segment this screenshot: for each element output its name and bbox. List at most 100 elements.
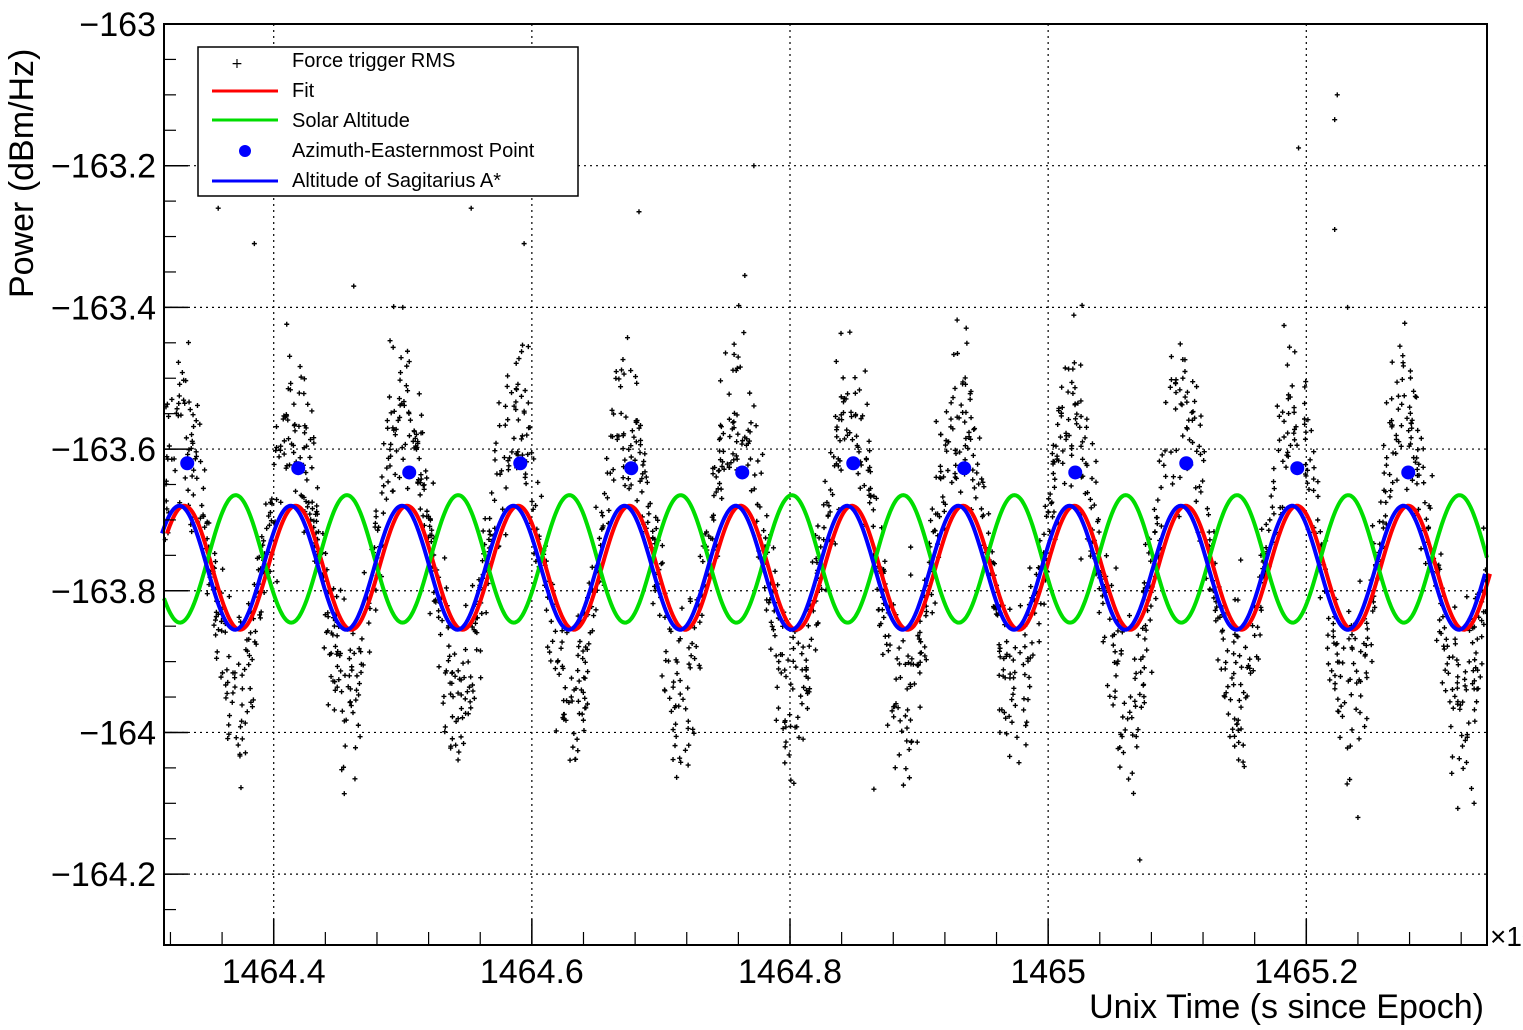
data-point — [1078, 398, 1084, 404]
data-point — [1305, 417, 1311, 423]
data-point — [442, 670, 448, 676]
data-point — [1138, 669, 1144, 675]
data-point — [331, 707, 337, 713]
data-point — [418, 472, 424, 478]
data-point — [1294, 442, 1300, 448]
data-point — [1184, 389, 1190, 395]
data-point — [1240, 759, 1246, 765]
data-point — [974, 470, 980, 476]
data-point — [1066, 366, 1072, 372]
data-point — [668, 708, 674, 714]
data-point — [1414, 466, 1420, 472]
legend-entry-sagittarius: Altitude of Sagitarius A* — [212, 170, 501, 192]
data-point — [461, 740, 467, 746]
x-axis-title: Unix Time (s since Epoch) — [1089, 988, 1484, 1026]
data-point — [577, 638, 583, 644]
data-point — [212, 559, 218, 565]
data-point — [1285, 430, 1291, 436]
data-point — [406, 359, 412, 365]
data-point — [1452, 693, 1458, 699]
data-point — [889, 708, 895, 714]
data-point — [604, 495, 610, 501]
data-point — [1109, 582, 1115, 588]
data-point — [575, 748, 581, 754]
data-point — [1204, 506, 1210, 512]
data-point — [1112, 694, 1118, 700]
data-point — [716, 467, 722, 473]
data-point — [1364, 716, 1370, 722]
data-point — [638, 437, 644, 443]
data-point — [575, 698, 581, 704]
data-point — [379, 474, 385, 480]
data-point — [1365, 635, 1371, 641]
data-point — [268, 518, 274, 524]
data-point — [213, 609, 219, 615]
data-point — [713, 474, 719, 480]
data-point — [758, 470, 764, 476]
data-point — [254, 555, 260, 561]
data-point — [1079, 439, 1085, 445]
data-point — [338, 587, 344, 593]
data-point — [507, 455, 513, 461]
data-point — [443, 585, 449, 591]
data-point — [907, 717, 913, 723]
data-point — [1117, 764, 1123, 770]
data-point — [940, 494, 946, 500]
legend-label: Altitude of Sagitarius A* — [292, 170, 501, 192]
data-point — [412, 435, 418, 441]
data-point — [798, 693, 804, 699]
data-point — [870, 507, 876, 513]
data-point — [902, 661, 908, 667]
data-point — [713, 489, 719, 495]
data-point — [185, 451, 191, 457]
data-point — [570, 744, 576, 750]
data-point — [655, 517, 661, 523]
data-point — [687, 665, 693, 671]
x-tick-label: 1465.2 — [1254, 953, 1358, 991]
data-point — [383, 496, 389, 502]
data-point — [215, 627, 221, 633]
data-point — [686, 742, 692, 748]
data-point — [325, 702, 331, 708]
data-point — [1357, 710, 1363, 716]
data-point — [1393, 451, 1399, 457]
data-point — [600, 513, 606, 519]
data-point — [1215, 657, 1221, 663]
data-point — [531, 456, 537, 462]
data-point — [1296, 145, 1302, 151]
data-point — [397, 377, 403, 383]
data-point — [1437, 617, 1443, 623]
data-point — [736, 303, 742, 309]
data-point — [538, 493, 544, 499]
data-point — [1325, 661, 1331, 667]
data-point — [1389, 422, 1395, 428]
data-point — [897, 718, 903, 724]
data-point — [1190, 409, 1196, 415]
data-point — [1168, 449, 1174, 455]
data-point — [352, 776, 358, 782]
data-point — [1269, 504, 1275, 510]
data-point — [474, 630, 480, 636]
data-point — [448, 743, 454, 749]
data-point — [956, 415, 962, 421]
data-point — [980, 512, 986, 518]
data-point — [1025, 697, 1031, 703]
data-point — [763, 607, 769, 613]
data-point — [423, 468, 429, 474]
data-point — [917, 670, 923, 676]
data-point — [548, 618, 554, 624]
data-point — [837, 438, 843, 444]
legend: + Force trigger RMS Fit Solar Altitude A… — [197, 46, 579, 197]
data-point — [1206, 529, 1212, 535]
data-point — [223, 682, 229, 688]
data-point — [689, 641, 695, 647]
data-point — [1041, 531, 1047, 537]
data-point — [1096, 610, 1102, 616]
data-point — [895, 705, 901, 711]
data-point — [1196, 484, 1202, 490]
data-point — [580, 717, 586, 723]
data-point — [847, 329, 853, 335]
data-point — [840, 375, 846, 381]
data-point — [562, 685, 568, 691]
data-point — [949, 480, 955, 486]
